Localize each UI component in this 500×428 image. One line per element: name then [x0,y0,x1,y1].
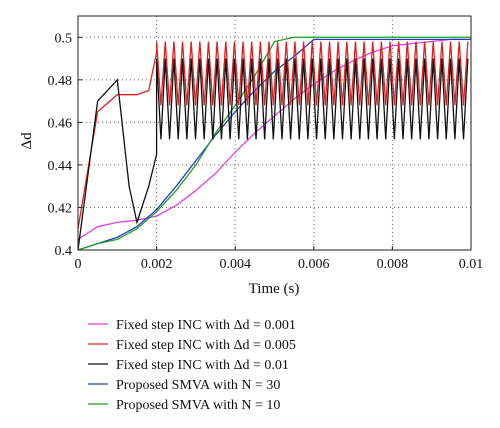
legend-label: Proposed SMVA with N = 30 [116,378,280,393]
y-tick-label: 0.44 [48,159,73,174]
x-tick-label: 0.006 [298,257,330,272]
legend-label: Fixed step INC with Δd = 0.01 [116,358,289,373]
x-tick-label: 0.004 [219,257,251,272]
y-tick-label: 0.42 [48,201,73,216]
x-axis-label: Time (s) [249,281,300,297]
series-line [77,41,469,229]
legend-label: Proposed SMVA with N = 10 [116,398,280,413]
plot-background [78,16,471,250]
x-tick-label: 0.01 [459,257,484,272]
y-tick-label: 0.46 [48,116,73,131]
x-tick-label: 0 [75,257,82,272]
y-tick-label: 0.48 [48,74,73,89]
series-line [77,58,469,251]
y-tick-label: 0.5 [55,31,73,46]
series-layer [77,36,471,251]
plot-frame [77,15,472,251]
ticks: 0 0.002 0.004 0.006 0.008 0.01 0.4 0.42 0.44 0.46… [48,31,484,272]
series-line [77,36,471,251]
y-axis-label: Δd [19,132,35,150]
y-tick-label: 0.4 [55,244,73,259]
chart: 0 0.002 0.004 0.006 0.008 0.01 0.4 0.42 0.44 0.46… [19,15,484,297]
series-line [77,38,471,251]
legend-items: Fixed step INC with Δd = 0.001 Fixed step… [88,318,296,413]
legend-label: Fixed step INC with Δd = 0.001 [116,318,296,333]
legend-label: Fixed step INC with Δd = 0.005 [116,338,296,353]
x-tick-label: 0.002 [141,257,173,272]
x-tick-label: 0.008 [377,257,409,272]
